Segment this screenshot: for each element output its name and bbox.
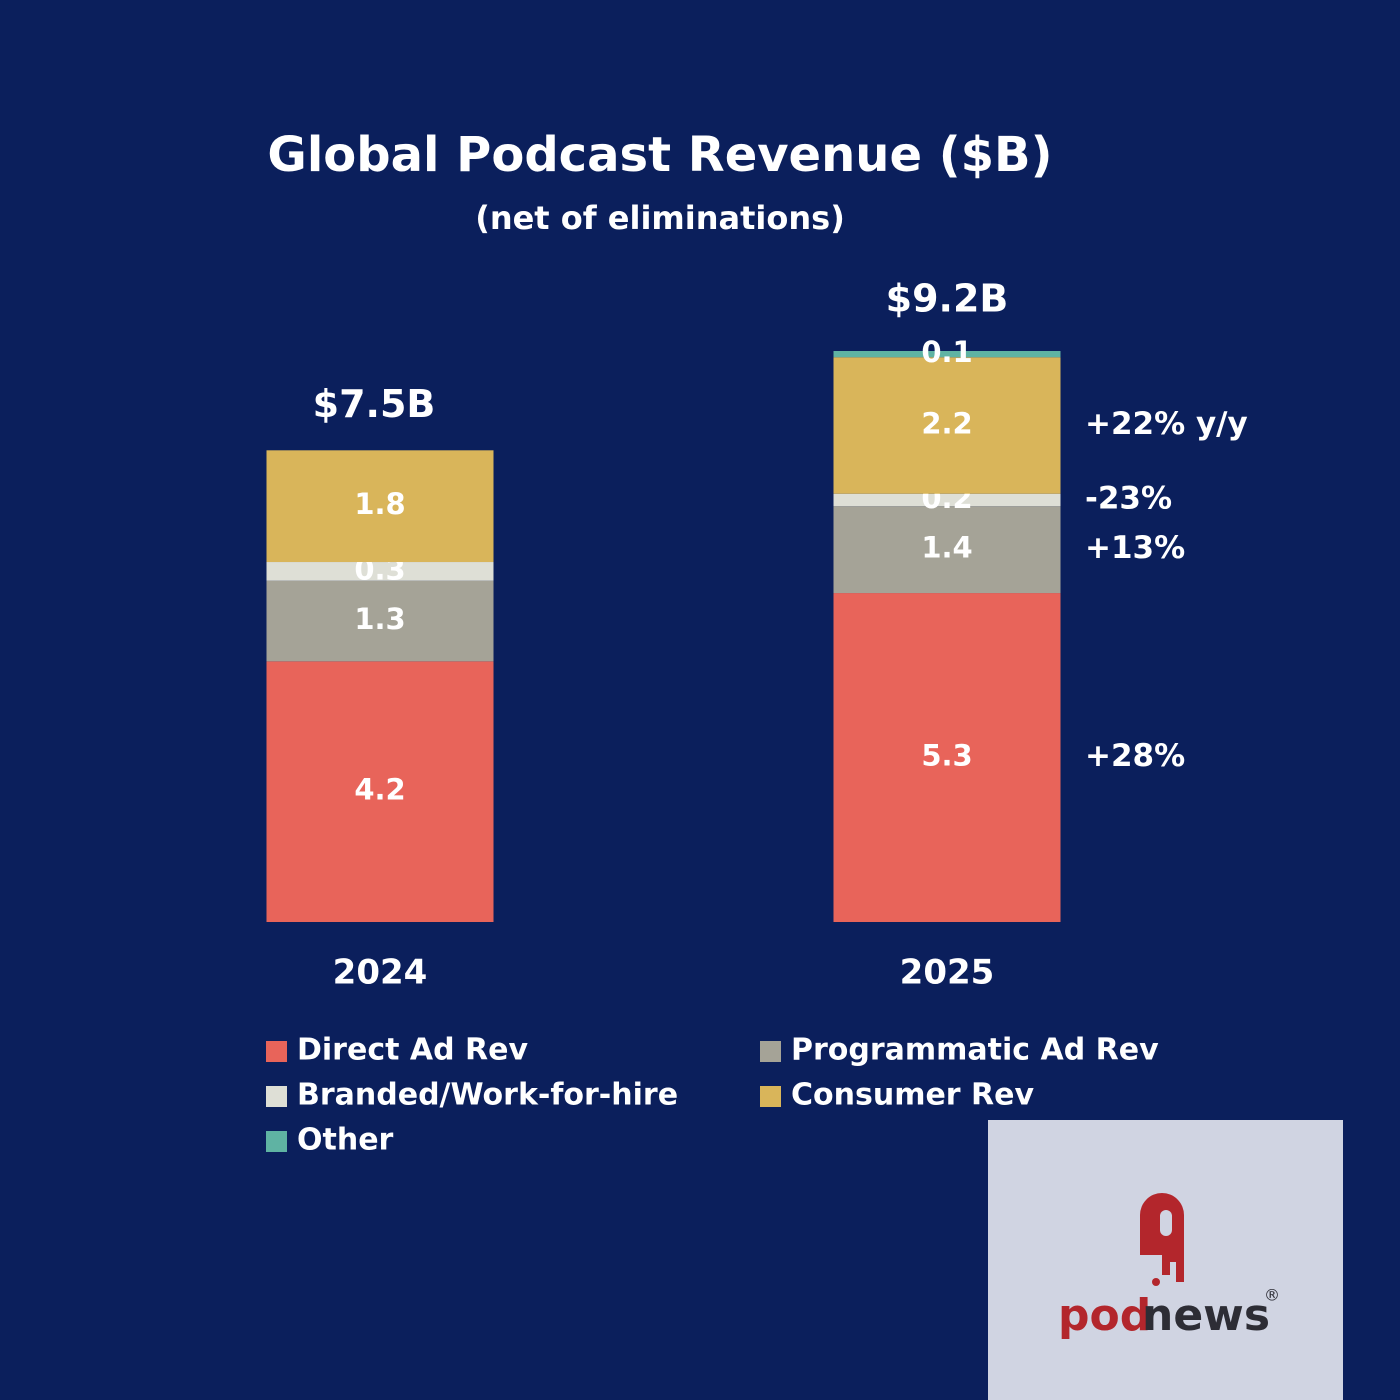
bar-segment — [833, 351, 1061, 358]
logo-icon-dot — [1152, 1278, 1160, 1286]
logo-text-red: pod — [1058, 1290, 1151, 1341]
bar-segment — [833, 357, 1061, 494]
legend-label: Programmatic Ad Rev — [791, 1033, 1159, 1068]
logo-registered: ® — [1264, 1286, 1280, 1305]
x-tick-label: 2024 — [333, 953, 428, 993]
x-tick-label: 2025 — [900, 953, 995, 993]
total-label: $7.5B — [313, 382, 436, 426]
legend-swatch — [266, 1041, 287, 1062]
legend-label: Direct Ad Rev — [297, 1033, 528, 1068]
legend-label: Branded/Work-for-hire — [297, 1078, 678, 1113]
value-label: 1.4 — [921, 531, 972, 565]
growth-label: -23% — [1085, 480, 1172, 516]
bar-segment — [266, 661, 494, 922]
total-label: $9.2B — [886, 277, 1009, 321]
growth-label: +22% y/y — [1085, 406, 1248, 442]
value-label: 0.1 — [921, 335, 972, 369]
chart-subtitle: (net of eliminations) — [475, 199, 845, 237]
value-label: 2.2 — [921, 406, 972, 440]
value-label: 1.8 — [354, 487, 405, 521]
value-label: 5.3 — [921, 739, 972, 773]
legend-label: Other — [297, 1123, 394, 1158]
logo-icon — [1140, 1193, 1184, 1282]
growth-label: +28% — [1085, 738, 1185, 774]
bar-segment — [833, 593, 1061, 922]
bar-segment — [266, 450, 494, 563]
growth-label: +13% — [1085, 530, 1185, 566]
legend-swatch — [760, 1086, 781, 1107]
value-label: 1.3 — [354, 602, 405, 636]
logo-text-dark: news — [1142, 1290, 1270, 1341]
legend-label: Consumer Rev — [791, 1078, 1034, 1113]
bar-segment — [833, 493, 1061, 507]
legend-swatch — [760, 1041, 781, 1062]
bar-segment — [266, 562, 494, 581]
legend-swatch — [266, 1131, 287, 1152]
bar-segment — [833, 506, 1061, 594]
bar-segment — [266, 580, 494, 662]
legend-swatch — [266, 1086, 287, 1107]
logo: pod news ® — [988, 1120, 1343, 1400]
value-label: 4.2 — [354, 773, 405, 807]
logo-icon-cutout — [1160, 1210, 1172, 1236]
chart-title: Global Podcast Revenue ($B) — [267, 127, 1052, 183]
